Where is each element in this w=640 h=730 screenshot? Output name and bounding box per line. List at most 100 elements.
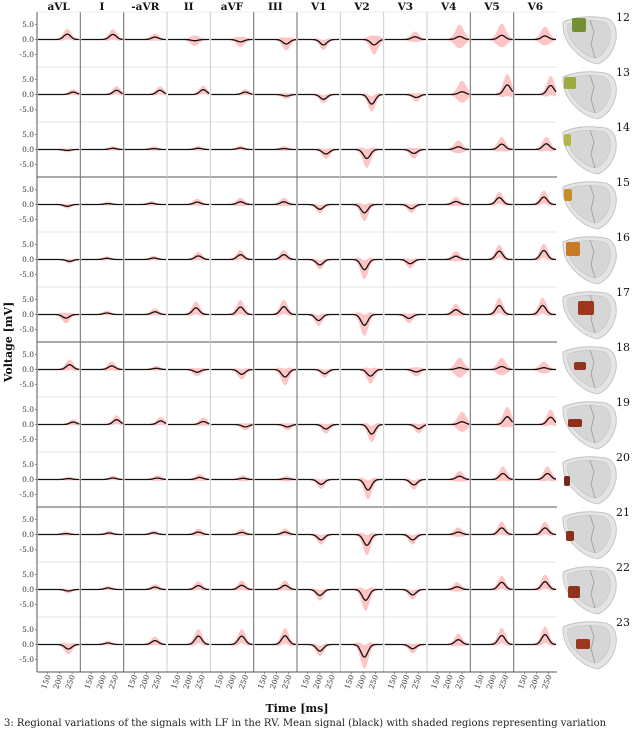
variation-band [514, 297, 556, 316]
mean-signal-line [168, 89, 210, 96]
variation-band [168, 198, 210, 206]
mean-signal-line [341, 93, 383, 105]
mean-signal-line [384, 258, 426, 265]
variation-band [211, 36, 253, 48]
x-tick-label: 250 [64, 673, 77, 690]
activation-region-icon [572, 18, 586, 32]
y-tick-label: 0.0 [22, 310, 34, 319]
mean-signal-line [168, 476, 210, 481]
variation-band [428, 471, 470, 482]
variation-band [341, 423, 383, 443]
mean-signal-line [124, 639, 166, 646]
variation-band [471, 137, 513, 152]
mean-signal-line [168, 368, 210, 373]
y-tick-label: -5.0 [20, 490, 35, 499]
y-tick-label: 0.0 [22, 365, 34, 374]
y-tick-label: -5.0 [20, 435, 35, 444]
x-tick-label: 250 [237, 673, 250, 690]
heart-inner-icon [567, 350, 611, 389]
variation-band [514, 361, 556, 374]
mean-signal-line [254, 477, 296, 481]
heart-inset-18: 18 [562, 341, 630, 395]
variation-band [124, 584, 166, 591]
activation-region-icon [564, 476, 570, 486]
mean-signal-line [298, 38, 340, 46]
mean-signal-line [168, 38, 210, 42]
variation-band [168, 35, 210, 46]
mean-signal-line [471, 143, 513, 151]
lead-label-I: I [100, 1, 105, 13]
mean-signal-line [514, 472, 557, 481]
mean-signal-line [211, 201, 253, 206]
variation-band [254, 528, 296, 536]
mean-signal-line [298, 423, 340, 430]
variation-band [384, 478, 426, 490]
variation-band [211, 197, 253, 206]
variation-band [514, 190, 556, 206]
row-number-label: 20 [616, 451, 630, 464]
mean-signal-line [81, 33, 123, 41]
variation-band [298, 423, 340, 434]
variation-band [124, 308, 166, 316]
mean-signal-line [81, 365, 123, 371]
variation-band [168, 368, 210, 377]
mean-signal-line [514, 304, 556, 316]
septum-line-icon [589, 624, 596, 664]
y-axis-title: Voltage [mV] [2, 302, 15, 383]
y-tick-label: 5.0 [22, 405, 34, 414]
mean-signal-line [81, 642, 123, 646]
y-tick-label: 0.0 [22, 530, 34, 539]
mean-signal-line [471, 365, 513, 371]
y-tick-label: 5.0 [22, 460, 34, 469]
activation-region-icon [568, 586, 580, 598]
mean-signal-line [211, 635, 253, 646]
mean-signal-line [38, 643, 80, 650]
mean-signal-line [384, 36, 426, 41]
variation-band [168, 251, 210, 261]
y-tick-label: 0.0 [22, 420, 34, 429]
variation-band [254, 628, 296, 646]
activation-region-icon [564, 189, 572, 201]
variation-band [254, 299, 296, 316]
variation-band [298, 148, 340, 159]
lead-label-V5: V5 [483, 1, 499, 13]
mean-signal-line [254, 254, 296, 261]
lead-label-negaVR: -aVR [131, 1, 159, 13]
x-tick-label: 250 [497, 673, 510, 690]
septum-line-icon [589, 514, 596, 554]
mean-signal-line [124, 367, 166, 371]
mean-signal-line [81, 257, 123, 261]
variation-band [168, 528, 210, 536]
variation-band [428, 303, 470, 317]
row-number-label: 17 [616, 286, 630, 299]
y-tick-label: -5.0 [20, 270, 35, 279]
figure-caption: 3: Regional variations of the signals wi… [4, 718, 607, 729]
mean-signal-line [471, 84, 514, 96]
mean-signal-line [514, 196, 556, 206]
variation-band [254, 250, 296, 261]
mean-signal-line [211, 306, 253, 316]
variation-band [341, 532, 383, 556]
heart-inset-19: 19 [562, 396, 630, 450]
septum-line-icon [589, 569, 596, 609]
mean-signal-line [428, 309, 470, 316]
variation-band [124, 33, 166, 41]
y-tick-label: -5.0 [20, 380, 35, 389]
x-axis-title: Time [ms] [265, 702, 328, 715]
mean-signal-line [81, 312, 123, 316]
y-tick-label: 5.0 [22, 625, 34, 634]
mean-signal-line [514, 581, 557, 591]
variation-band [514, 26, 556, 46]
x-tick-label: 250 [454, 673, 467, 690]
mean-signal-line [38, 421, 80, 426]
y-tick-label: 0.0 [22, 640, 34, 649]
mean-signal-line [211, 423, 253, 428]
mean-signal-line [428, 531, 470, 536]
mean-signal-line [471, 527, 513, 536]
row-number-label: 23 [616, 616, 630, 629]
septum-line-icon [589, 184, 596, 224]
mean-signal-line [341, 643, 383, 658]
variation-band [38, 312, 80, 324]
mean-signal-line [38, 203, 80, 207]
